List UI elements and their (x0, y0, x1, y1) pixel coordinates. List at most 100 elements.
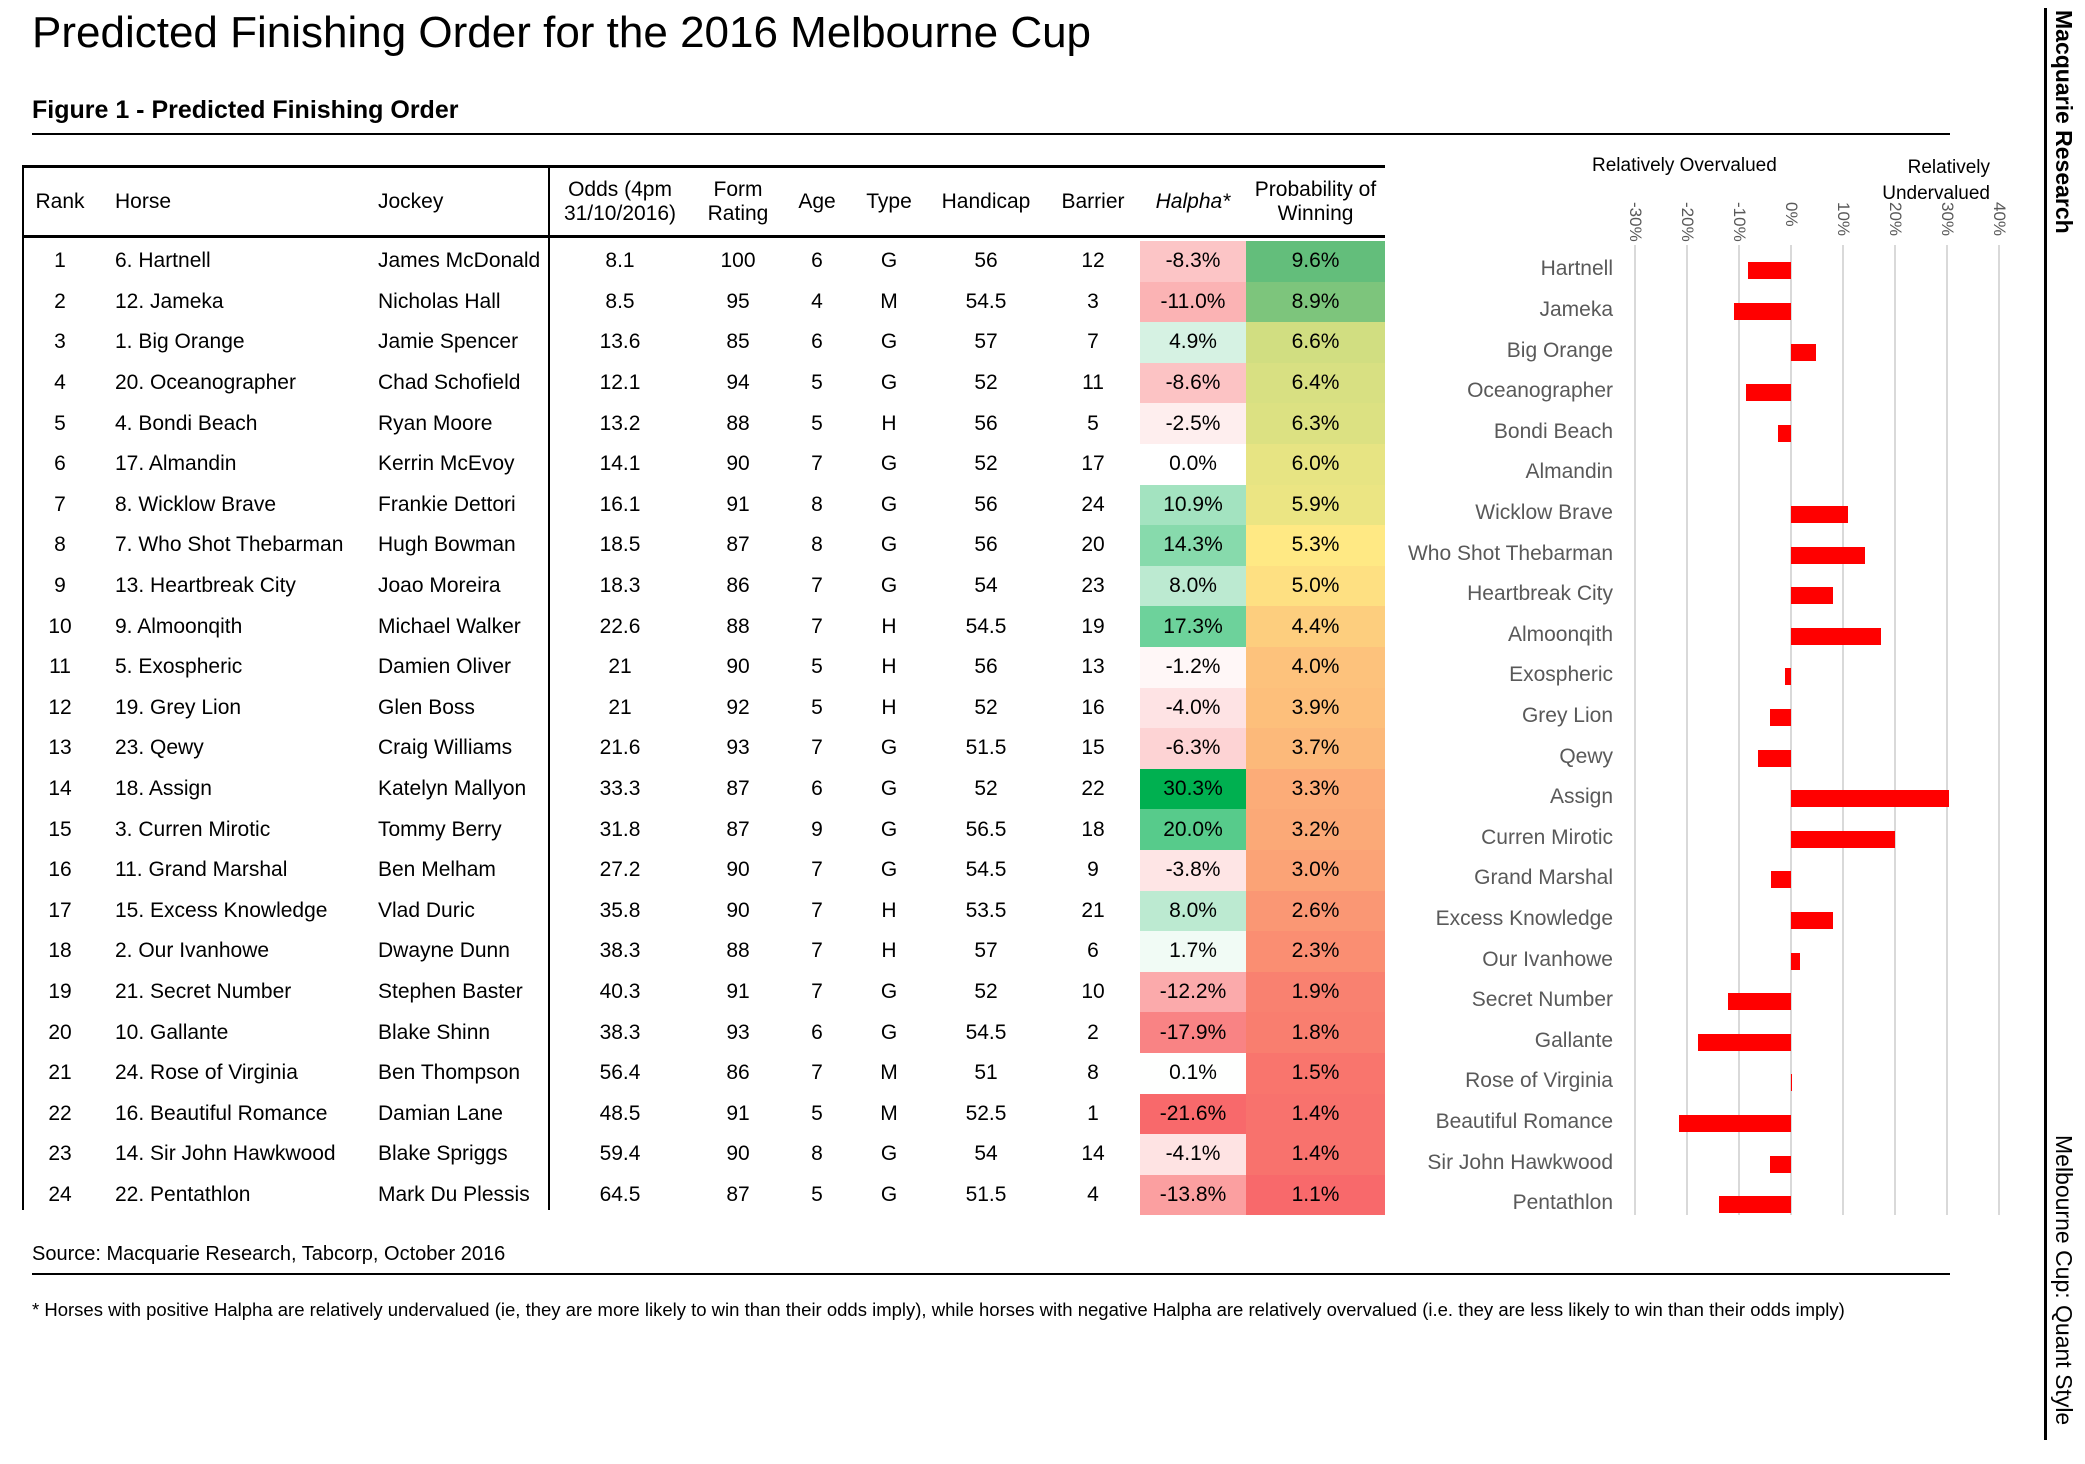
cell-age: 5 (811, 1101, 823, 1125)
halpha-color (1140, 1093, 1246, 1135)
chart-category-label: Almoonqith (1507, 622, 1613, 646)
cell-barrier: 7 (1087, 330, 1099, 354)
cell-halpha: 8.0% (1169, 574, 1217, 598)
header-handicap: Handicap (941, 190, 1031, 213)
cell-jockey: Hugh Bowman (378, 533, 516, 557)
chart-category-label: Assign (1549, 785, 1613, 809)
cell-horse: 21. Secret Number (115, 980, 292, 1004)
chart-category-label: Who Shot Thebarman (1407, 541, 1613, 565)
table-column-divider (548, 165, 550, 1210)
cell-probability: 1.1% (1291, 1183, 1340, 1207)
halpha-bar (1791, 1074, 1792, 1092)
divider (32, 133, 1950, 135)
cell-type: H (881, 655, 897, 679)
cell-type: G (880, 980, 898, 1004)
chart-category-label: Jameka (1539, 297, 1613, 321)
halpha-bar (1758, 749, 1791, 767)
table-header-border (23, 235, 1385, 238)
cell-barrier: 10 (1081, 980, 1105, 1004)
cell-type: G (880, 533, 898, 557)
header-odds: Odds (4pm 31/10/2016) (563, 178, 677, 225)
chart-category-label: Exospheric (1509, 663, 1613, 687)
halpha-color (1140, 1134, 1246, 1175)
table-left-border (22, 165, 24, 1210)
cell-jockey: Dwayne Dunn (378, 939, 510, 963)
cell-horse: 19. Grey Lion (115, 695, 242, 719)
halpha-bar (1791, 911, 1833, 929)
cell-age: 5 (811, 371, 823, 395)
cell-jockey: Ryan Moore (378, 411, 493, 435)
cell-rank: 18 (48, 939, 72, 963)
cell-horse: 20. Oceanographer (115, 371, 296, 395)
cell-halpha: -8.6% (1165, 371, 1221, 395)
cell-handicap: 56 (974, 533, 998, 557)
cell-probability: 6.6% (1291, 330, 1340, 354)
halpha-bar (1678, 1114, 1791, 1132)
cell-probability: 8.9% (1291, 289, 1340, 313)
cell-rank: 5 (54, 411, 66, 435)
cell-type: H (881, 939, 897, 963)
cell-halpha: 8.0% (1169, 898, 1217, 922)
halpha-color (1140, 809, 1246, 850)
cell-barrier: 18 (1081, 817, 1105, 841)
halpha-color (1140, 606, 1246, 647)
page-title: Predicted Finishing Order for the 2016 M… (32, 8, 1092, 57)
cell-horse: 5. Exospheric (115, 655, 243, 679)
cell-age: 6 (811, 249, 823, 273)
header-rank: Rank (35, 190, 85, 213)
cell-odds: 31.8 (599, 817, 641, 841)
cell-handicap: 54 (974, 1142, 998, 1166)
cell-rank: 2 (54, 289, 66, 313)
probability-color (1246, 728, 1385, 769)
cell-halpha: -3.8% (1165, 858, 1221, 882)
cell-probability: 1.8% (1291, 1020, 1340, 1044)
chart-category-label: Sir John Hawkwood (1427, 1150, 1613, 1174)
tick-label: 10% (1834, 202, 1853, 237)
cell-odds: 14.1 (599, 452, 641, 476)
cell-odds: 21 (608, 655, 632, 679)
cell-age: 8 (811, 533, 823, 557)
probability-color (1246, 809, 1385, 850)
cell-handicap: 57 (974, 939, 998, 963)
cell-rank: 23 (48, 1142, 72, 1166)
cell-age: 6 (811, 330, 823, 354)
brand-label: Macquarie Research (2051, 10, 2077, 234)
cell-horse: 22. Pentathlon (115, 1183, 251, 1207)
halpha-color (1140, 890, 1246, 932)
cell-jockey: Ben Thompson (378, 1061, 521, 1085)
cell-jockey: Ben Melham (378, 858, 496, 882)
cell-jockey: Tommy Berry (378, 817, 502, 841)
chart-category-label: Excess Knowledge (1435, 906, 1613, 930)
cell-type: M (880, 289, 898, 313)
cell-handicap: 56.5 (965, 817, 1007, 841)
cell-halpha: 30.3% (1163, 777, 1223, 801)
cell-probability: 4.0% (1291, 655, 1340, 679)
cell-barrier: 4 (1087, 1183, 1099, 1207)
cell-form-rating: 90 (726, 1142, 750, 1166)
cell-rank: 8 (54, 533, 66, 557)
cell-odds: 18.5 (599, 533, 641, 557)
halpha-bar (1791, 790, 1949, 808)
cell-form-rating: 100 (720, 249, 756, 273)
cell-probability: 9.6% (1291, 249, 1340, 273)
cell-barrier: 6 (1087, 939, 1099, 963)
cell-form-rating: 93 (726, 1020, 750, 1044)
halpha-color (1140, 362, 1246, 404)
chart-category-label: Heartbreak City (1467, 582, 1613, 606)
cell-halpha: -1.2% (1165, 655, 1221, 679)
cell-barrier: 5 (1087, 411, 1099, 435)
probability-color (1246, 606, 1385, 647)
cell-halpha: 0.1% (1169, 1061, 1217, 1085)
cell-form-rating: 87 (726, 1183, 750, 1207)
halpha-color (1140, 241, 1246, 282)
halpha-color (1140, 403, 1246, 444)
halpha-bar (1746, 384, 1791, 402)
halpha-color (1140, 444, 1246, 485)
cell-probability: 6.3% (1291, 411, 1340, 435)
probability-color (1246, 850, 1385, 891)
cell-halpha: 4.9% (1169, 330, 1217, 354)
cell-horse: 10. Gallante (115, 1020, 229, 1044)
cell-form-rating: 91 (726, 492, 750, 516)
cell-form-rating: 86 (726, 1061, 750, 1085)
halpha-bar (1784, 668, 1791, 686)
